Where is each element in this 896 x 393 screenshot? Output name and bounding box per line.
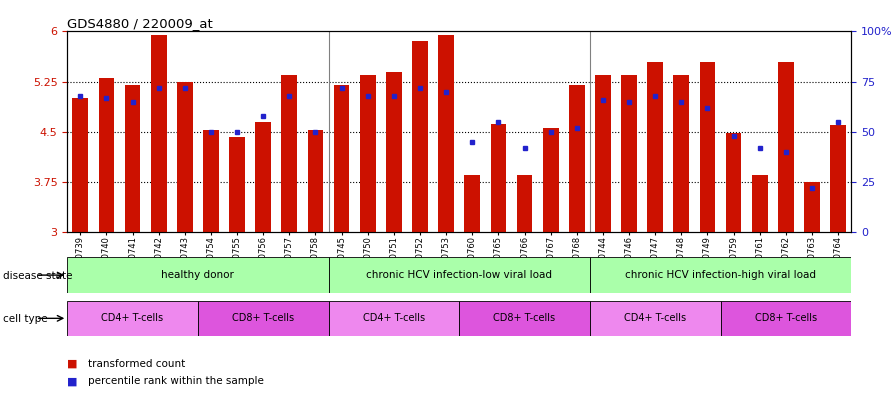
Bar [360,75,375,232]
Bar [647,62,663,232]
Bar [307,130,323,232]
Bar [778,62,794,232]
Text: chronic HCV infection-high viral load: chronic HCV infection-high viral load [625,270,816,280]
Bar [438,35,454,232]
Bar [333,85,349,232]
Bar [595,75,611,232]
Bar [700,62,715,232]
Bar [720,301,851,336]
Text: transformed count: transformed count [88,358,185,369]
Bar [674,75,689,232]
Bar [125,85,141,232]
Bar [386,72,401,232]
Text: cell type: cell type [3,314,47,324]
Text: CD4+ T-cells: CD4+ T-cells [363,313,425,323]
Bar [831,125,846,232]
Text: percentile rank within the sample: percentile rank within the sample [88,376,263,386]
Text: chronic HCV infection-low viral load: chronic HCV infection-low viral load [366,270,552,280]
Bar [726,133,742,232]
Bar [203,130,219,232]
Text: disease state: disease state [3,271,73,281]
Bar [67,301,198,336]
Text: CD8+ T-cells: CD8+ T-cells [494,313,556,323]
Text: CD8+ T-cells: CD8+ T-cells [754,313,817,323]
Bar [590,301,720,336]
Text: CD4+ T-cells: CD4+ T-cells [625,313,686,323]
Bar [621,75,637,232]
Bar [490,124,506,232]
Bar [198,301,329,336]
Bar [281,75,297,232]
Text: healthy donor: healthy donor [161,270,235,280]
Bar [517,175,532,232]
Bar [590,257,851,293]
Text: ■: ■ [67,358,78,369]
Bar [752,175,768,232]
Bar [329,257,590,293]
Text: CD4+ T-cells: CD4+ T-cells [101,313,164,323]
Bar [255,122,271,232]
Bar [459,301,590,336]
Bar [464,175,480,232]
Bar [73,98,88,232]
Text: GDS4880 / 220009_at: GDS4880 / 220009_at [67,17,213,30]
Bar [177,82,193,232]
Bar [329,301,459,336]
Text: CD8+ T-cells: CD8+ T-cells [232,313,294,323]
Bar [805,182,820,232]
Bar [229,137,245,232]
Bar [569,85,585,232]
Bar [151,35,167,232]
Bar [412,42,427,232]
Bar [543,128,558,232]
Text: ■: ■ [67,376,78,386]
Bar [67,257,329,293]
Bar [99,78,114,232]
